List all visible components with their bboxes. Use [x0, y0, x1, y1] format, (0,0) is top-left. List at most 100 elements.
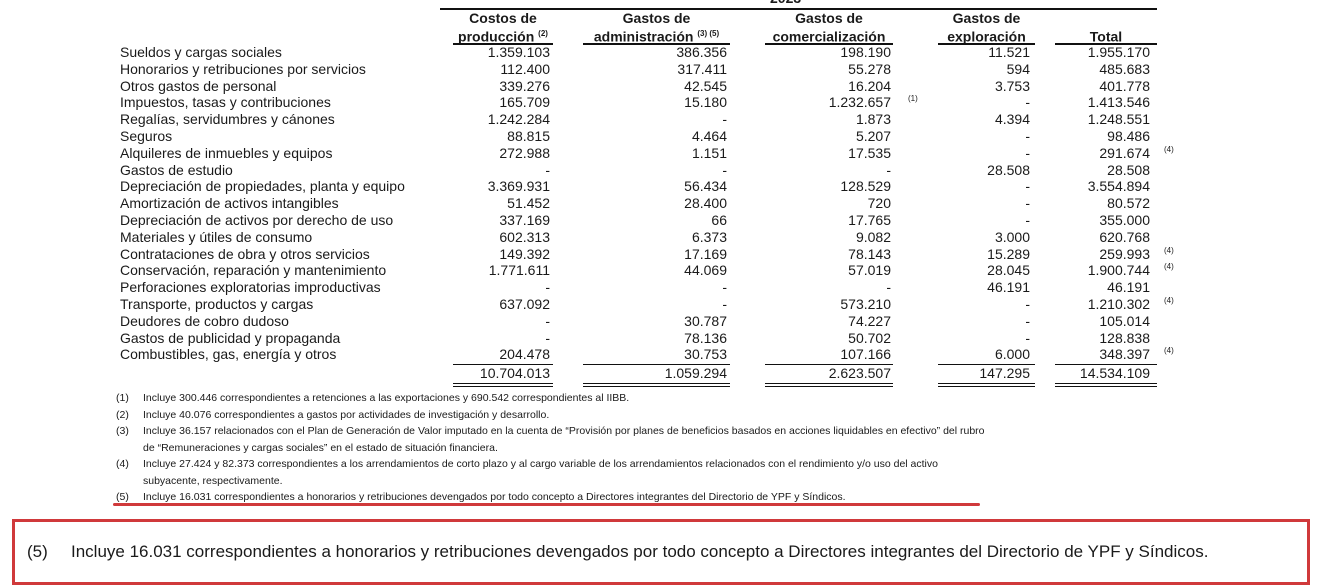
note-ref: (1) — [908, 94, 918, 104]
cell-value: 78.136 — [684, 329, 727, 346]
cell-value: 1.210.302 — [1087, 296, 1150, 312]
cell-value: 128.529 — [840, 178, 891, 195]
table-row: Transporte, productos y cargas 637.092 - 57… — [0, 296, 1320, 313]
cell-value: - — [722, 111, 727, 128]
table-row: Gastos de estudio - - - 28.508 28.508 — [0, 162, 1320, 179]
row-label: Sueldos y cargas sociales — [120, 44, 282, 60]
totals-row: 10.704.013 1.059.294 2.623.507 147.295 14.53… — [0, 365, 1320, 382]
total-double-rule — [583, 383, 730, 384]
cell-value: - — [722, 279, 727, 296]
cell-value: 3.753 — [994, 77, 1030, 94]
cell-value: 16.204 — [848, 77, 891, 94]
cell-value: 149.392 — [499, 245, 550, 262]
cell-value: 3.000 — [994, 228, 1030, 245]
cell-value: - — [545, 279, 550, 296]
note-ref: (4) — [1164, 262, 1174, 272]
row-label: Gastos de publicidad y propaganda — [120, 329, 341, 346]
column-header-line2: Total — [1089, 28, 1123, 45]
row-label: Deudores de cobro dudoso — [120, 312, 289, 329]
cell-value: 1.955.170 — [1087, 44, 1150, 60]
highlight-underline — [113, 503, 980, 506]
cell-value: 1.771.611 — [488, 262, 550, 279]
row-label: Amortización de activos intangibles — [120, 195, 339, 212]
table-row: Deudores de cobro dudoso - 30.787 74.227 - 10… — [0, 313, 1320, 330]
total-double-rule — [453, 383, 553, 384]
subtotal-rule — [1055, 364, 1157, 365]
cell-value: - — [1025, 195, 1030, 212]
table-row: Conservación, reparación y mantenimiento… — [0, 262, 1320, 279]
row-label: Alquileres de inmuebles y equipos — [120, 144, 333, 161]
table-row: Seguros 88.815 4.464 5.207 - 98.486 — [0, 128, 1320, 145]
cell-value: 6.000 — [994, 346, 1030, 363]
footnote-text: Incluye 40.076 correspondientes a gastos… — [143, 408, 550, 421]
cell-value: 42.545 — [684, 77, 727, 94]
cell-value: 317.411 — [677, 60, 727, 77]
cell-value: - — [722, 161, 727, 178]
cell-value: 28.045 — [987, 262, 1030, 279]
table-row: Sueldos y cargas sociales 1.359.103 386.35… — [0, 44, 1320, 61]
row-label: Otros gastos de personal — [120, 77, 277, 94]
cell-value: 56.434 — [684, 178, 727, 195]
table-row: Honorarios y retribuciones por servicios… — [0, 61, 1320, 78]
cell-value: 1.873 — [855, 111, 891, 128]
cell-value: 30.787 — [684, 312, 727, 329]
total-double-rule — [938, 383, 1035, 384]
total-double-rule — [453, 386, 553, 387]
column-header: Total — [1045, 10, 1167, 45]
cell-value: 15.289 — [987, 245, 1030, 262]
cell-value: 637.092 — [499, 296, 550, 312]
cell-value: - — [1025, 312, 1030, 329]
row-label: Gastos de estudio — [120, 161, 233, 178]
cell-value: - — [1025, 329, 1030, 346]
cell-value: 602.313 — [499, 228, 550, 245]
table-row: Contrataciones de obra y otros servicios… — [0, 246, 1320, 263]
cell-value: - — [1025, 144, 1030, 161]
cell-value: 401.778 — [1099, 77, 1150, 94]
footnote-text: Incluye 27.424 y 82.373 correspondientes… — [143, 458, 938, 470]
cell-value: 11.521 — [988, 44, 1030, 60]
cell-value: 51.452 — [507, 195, 550, 212]
year-header: 2023 — [770, 0, 801, 6]
row-label: Impuestos, tasas y contribuciones — [120, 94, 331, 111]
cell-value: - — [1025, 212, 1030, 228]
cell-value: 50.702 — [848, 329, 891, 346]
cell-value: 128.838 — [1099, 329, 1150, 346]
footnote-text: Incluye 36.157 relacionados con el Plan … — [143, 425, 985, 437]
cell-value: 386.356 — [676, 44, 727, 60]
cell-value: 46.191 — [1107, 279, 1150, 296]
column-header: Costos de producción (2) — [443, 10, 563, 45]
total-double-rule — [583, 386, 730, 387]
cell-value: 204.478 — [499, 346, 550, 363]
row-label: Transporte, productos y cargas — [120, 296, 314, 312]
cell-value: 594 — [1006, 60, 1030, 77]
row-label: Regalías, servidumbres y cánones — [120, 111, 335, 128]
cell-value: - — [722, 296, 727, 312]
cell-value: 55.278 — [848, 60, 891, 77]
column-header-line1: Gastos de — [795, 10, 863, 26]
cell-value: - — [886, 279, 891, 296]
row-label: Perforaciones exploratorias improductiva… — [120, 279, 381, 296]
table-row: Alquileres de inmuebles y equipos 272.988… — [0, 145, 1320, 162]
year-rule — [440, 8, 1157, 10]
total-value: 10.704.013 — [479, 365, 550, 381]
cell-value: 30.753 — [684, 346, 727, 363]
cell-value: 57.019 — [848, 262, 891, 279]
cell-value: 355.000 — [1099, 212, 1150, 228]
cell-value: 5.207 — [855, 128, 891, 144]
cell-value: 1.248.551 — [1087, 111, 1150, 128]
subtotal-rule — [765, 364, 893, 365]
cell-value: - — [1025, 178, 1030, 195]
footnote-number: (2) — [116, 408, 129, 421]
table-row: Impuestos, tasas y contribuciones 165.709… — [0, 94, 1320, 111]
cell-value: 291.674 — [1099, 144, 1150, 161]
column-header-line2: administración — [593, 28, 694, 45]
column-header-rule — [938, 43, 1035, 45]
cell-value: - — [1025, 296, 1030, 312]
column-header: Gastos de exploración — [928, 10, 1045, 45]
callout-box: (5) Incluye 16.031 correspondientes a ho… — [12, 519, 1310, 585]
table-row: Otros gastos de personal 339.276 42.545 16.… — [0, 78, 1320, 95]
footnote-text: de “Remuneraciones y cargas sociales” en… — [143, 441, 498, 454]
table-row: Gastos de publicidad y propaganda - 78.136… — [0, 330, 1320, 347]
cell-value: 112.400 — [500, 60, 550, 77]
footnote-number: (4) — [116, 458, 129, 470]
